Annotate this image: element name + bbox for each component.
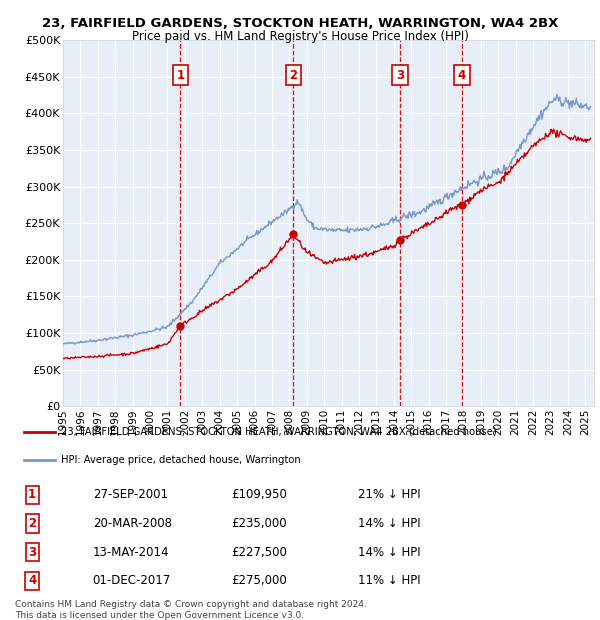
Text: £235,000: £235,000 — [231, 517, 287, 530]
Text: 3: 3 — [28, 546, 36, 559]
Text: Price paid vs. HM Land Registry's House Price Index (HPI): Price paid vs. HM Land Registry's House … — [131, 30, 469, 43]
Text: £275,000: £275,000 — [231, 574, 287, 587]
Text: HPI: Average price, detached house, Warrington: HPI: Average price, detached house, Warr… — [61, 454, 301, 464]
Text: 4: 4 — [458, 69, 466, 82]
Text: 2: 2 — [28, 517, 36, 530]
Text: 20-MAR-2008: 20-MAR-2008 — [92, 517, 172, 530]
Text: Contains HM Land Registry data © Crown copyright and database right 2024.
This d: Contains HM Land Registry data © Crown c… — [15, 600, 367, 619]
Text: 27-SEP-2001: 27-SEP-2001 — [92, 489, 167, 502]
Text: 2: 2 — [289, 69, 297, 82]
Text: 23, FAIRFIELD GARDENS, STOCKTON HEATH, WARRINGTON, WA4 2BX (detached house): 23, FAIRFIELD GARDENS, STOCKTON HEATH, W… — [61, 427, 497, 437]
Text: 13-MAY-2014: 13-MAY-2014 — [92, 546, 169, 559]
Text: £227,500: £227,500 — [231, 546, 287, 559]
Text: 1: 1 — [176, 69, 184, 82]
Text: 21% ↓ HPI: 21% ↓ HPI — [358, 489, 420, 502]
Text: 14% ↓ HPI: 14% ↓ HPI — [358, 517, 420, 530]
Text: 4: 4 — [28, 574, 36, 587]
Text: 11% ↓ HPI: 11% ↓ HPI — [358, 574, 420, 587]
Text: 23, FAIRFIELD GARDENS, STOCKTON HEATH, WARRINGTON, WA4 2BX: 23, FAIRFIELD GARDENS, STOCKTON HEATH, W… — [42, 17, 558, 30]
Text: 3: 3 — [396, 69, 404, 82]
Text: £109,950: £109,950 — [231, 489, 287, 502]
Text: 01-DEC-2017: 01-DEC-2017 — [92, 574, 171, 587]
Text: 1: 1 — [28, 489, 36, 502]
Text: 14% ↓ HPI: 14% ↓ HPI — [358, 546, 420, 559]
